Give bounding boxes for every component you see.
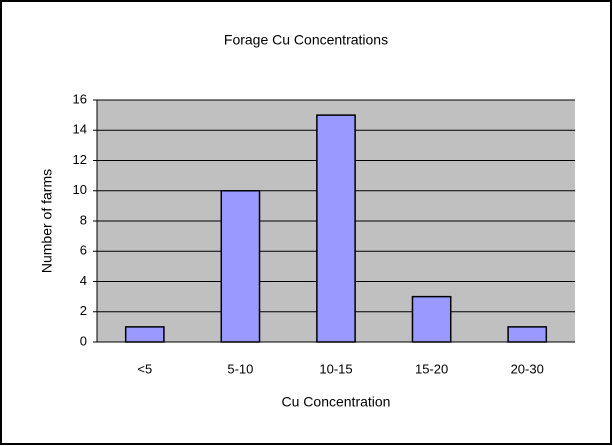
y-axis-title: Number of farms <box>39 169 55 273</box>
x-tick-label: 15-20 <box>415 361 448 376</box>
bar <box>220 190 261 343</box>
bar <box>411 295 452 343</box>
bar <box>316 114 356 343</box>
bar <box>124 326 165 343</box>
x-tick-label: 20-30 <box>511 361 544 376</box>
y-tick-label: 8 <box>80 212 87 227</box>
y-tick-label: 2 <box>80 303 87 318</box>
x-axis-title: Cu Concentration <box>282 394 391 410</box>
y-tick-label: 6 <box>80 243 87 258</box>
x-tick-label: 5-10 <box>227 361 253 376</box>
y-tick-label: 12 <box>73 152 87 167</box>
y-tick-label: 16 <box>73 91 87 106</box>
x-tick-label: 10-15 <box>319 361 352 376</box>
bar <box>507 326 548 343</box>
x-tick-label: <5 <box>137 361 152 376</box>
chart-title: Forage Cu Concentrations <box>224 32 388 48</box>
y-tick-label: 10 <box>73 182 87 197</box>
y-tick-label: 4 <box>80 273 87 288</box>
y-tick-label: 14 <box>73 122 87 137</box>
y-tick-label: 0 <box>80 333 87 348</box>
